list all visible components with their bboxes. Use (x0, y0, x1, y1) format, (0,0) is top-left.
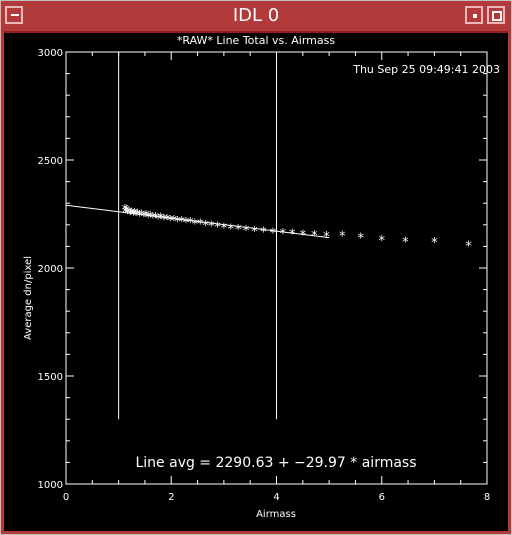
data-point: * (122, 206, 129, 221)
data-point: * (214, 221, 221, 236)
system-menu-button[interactable] (5, 6, 23, 24)
data-point: * (323, 230, 330, 245)
title-bar[interactable]: IDL 0 (1, 1, 511, 33)
data-point: * (357, 231, 364, 246)
data-points: ******************************** * * * * * * * *… (122, 203, 473, 254)
data-point: * (134, 208, 141, 223)
data-point: * (251, 225, 258, 240)
window-border-right (508, 31, 511, 531)
y-axis-label: Average dn/pixel (23, 256, 34, 340)
x-tick-label: 4 (273, 492, 279, 503)
vertical-marker-lines (118, 52, 277, 420)
data-point: * (379, 234, 386, 249)
plot-timestamp: Thu Sep 25 09:49:41 2003 (352, 63, 500, 76)
minimize-button[interactable] (465, 6, 483, 24)
y-tick-label: 1000 (38, 480, 63, 491)
data-point: * (179, 215, 186, 230)
data-point: * (183, 216, 190, 231)
y-tick-label: 3000 (38, 48, 63, 59)
plot-canvas: 0 2 4 6 8 1000 1500 2000 2500 3000 * * * * * * * * * * * * * *… (4, 33, 508, 531)
data-point: * (171, 214, 178, 229)
data-point: * (126, 205, 133, 220)
data-point: * (260, 226, 267, 241)
data-point: * (202, 219, 209, 234)
data-point: * (289, 227, 296, 242)
data-point: * (187, 216, 194, 231)
x-tick-label: 0 (63, 492, 69, 503)
data-point: * (208, 219, 215, 234)
data-point: * (152, 211, 159, 226)
x-tick-label: 6 (379, 492, 385, 503)
data-point: * (161, 213, 168, 228)
data-point: * (243, 224, 250, 239)
data-point: * (402, 236, 409, 251)
data-point: * (270, 227, 277, 242)
data-point: * (143, 209, 150, 224)
fit-line-group (65, 204, 330, 239)
window-border-bottom (1, 531, 511, 534)
data-point: * (197, 218, 204, 233)
data-point: * (311, 229, 318, 244)
data-point: * (147, 210, 154, 225)
data-point: * (235, 223, 242, 238)
data-point: * (221, 221, 228, 236)
data-point: * (465, 239, 472, 254)
data-point: * (174, 215, 181, 230)
maximize-button[interactable] (487, 6, 505, 24)
data-point: * (300, 228, 307, 243)
data-point: * (227, 222, 234, 237)
data-point: * (133, 209, 140, 224)
window-border-left (1, 31, 4, 531)
x-axis-label: Airmass (256, 509, 296, 520)
data-point: * (164, 213, 171, 228)
data-point: * (157, 212, 164, 227)
data-point: * (155, 212, 162, 227)
plot-title: *RAW* Line Total vs. Airmass (177, 34, 335, 47)
data-point: * (431, 236, 438, 251)
window-title: IDL 0 (232, 5, 280, 26)
data-point: * (139, 208, 146, 223)
data-point: * (130, 208, 137, 223)
tick-labels: 0 2 4 6 8 1000 1500 2000 2500 3000 (38, 48, 491, 503)
data-point: * (150, 211, 157, 226)
data-point: * (124, 207, 131, 222)
data-point: * (131, 207, 138, 222)
data-point: * (129, 206, 136, 221)
fit-equation: Line avg = 2290.63 + −29.97 * airmass (135, 455, 416, 471)
data-point: * (123, 204, 130, 219)
x-tick-label: 8 (484, 492, 490, 503)
y-tick-label: 2500 (38, 156, 63, 167)
x-tick-label: 2 (168, 492, 174, 503)
data-point: * (122, 203, 129, 218)
data-point: * (167, 214, 174, 229)
y-tick-label: 2000 (38, 264, 63, 275)
data-point: * (192, 217, 199, 232)
data-point: * (127, 208, 134, 223)
data-point: * (141, 210, 148, 225)
data-point: * (136, 210, 143, 225)
y-tick-label: 1500 (38, 372, 63, 383)
fit-line (65, 204, 330, 239)
data-point: * (145, 211, 152, 226)
data-point: * (339, 230, 346, 245)
data-point: * (280, 227, 287, 242)
